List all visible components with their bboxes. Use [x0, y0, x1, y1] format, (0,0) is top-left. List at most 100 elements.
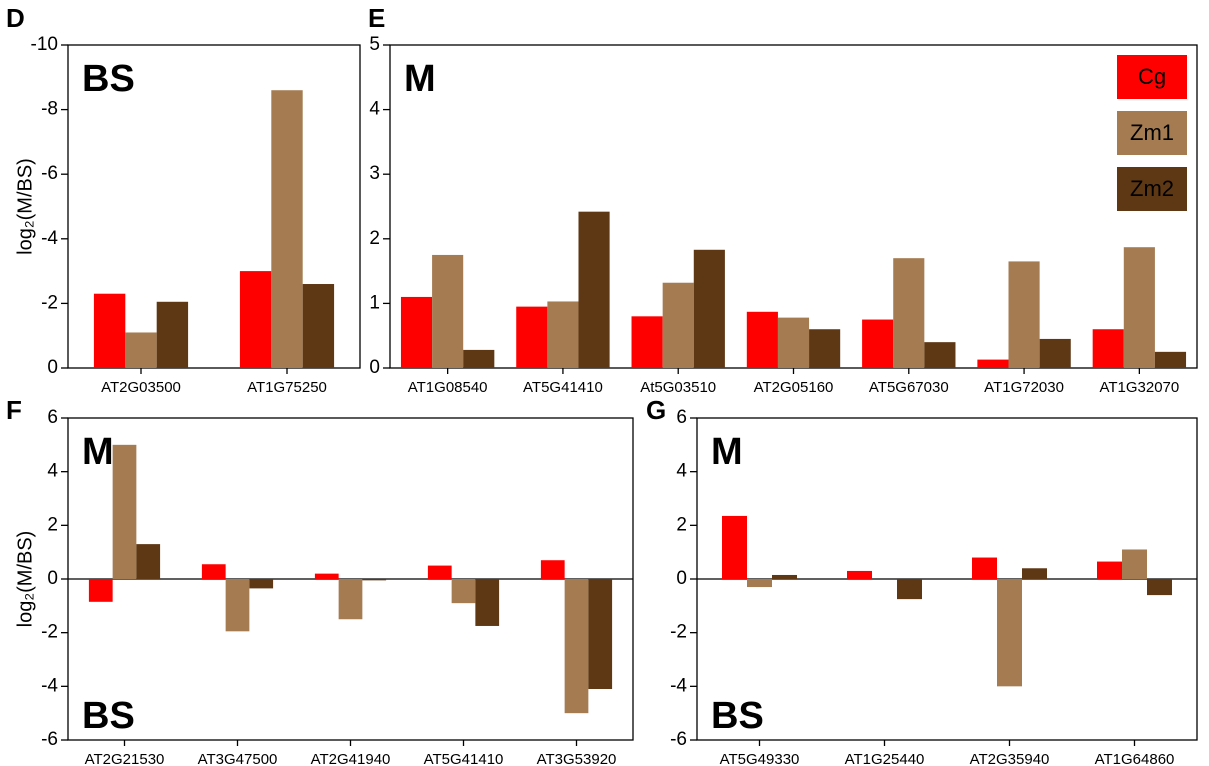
bar	[1155, 352, 1186, 368]
bar	[924, 342, 955, 368]
y-tick-label: 0	[369, 357, 380, 378]
bar	[663, 283, 694, 368]
bar	[694, 250, 725, 368]
y-tick-label: 3	[369, 163, 380, 184]
bar	[94, 294, 125, 368]
x-tick-label: AT3G53920	[537, 751, 617, 766]
y-axis-label: log₂(M/BS)	[14, 531, 36, 628]
x-tick-label: AT1G75250	[247, 379, 327, 396]
bar	[588, 579, 612, 689]
y-axis-label: log₂(M/BS)	[14, 158, 36, 255]
x-tick-label: At5G03510	[640, 379, 716, 396]
bar	[315, 574, 339, 579]
figure: Dlog₂(M/BS) 0 -2 -4 -6 -8 -10 AT2G03500 AT1G7525…	[0, 0, 1209, 766]
bar	[722, 516, 747, 579]
annotation: BS	[82, 695, 135, 737]
x-tick-label: AT1G25440	[845, 751, 925, 766]
bar	[1093, 329, 1124, 368]
bar	[862, 320, 893, 368]
x-tick-label: AT1G08540	[408, 379, 488, 396]
x-tick-label: AT2G03500	[101, 379, 181, 396]
bar	[362, 579, 386, 580]
y-tick-label: -8	[41, 99, 58, 120]
bar	[432, 255, 463, 368]
bar	[516, 307, 547, 368]
bar	[997, 579, 1022, 686]
x-tick-label: AT5G67030	[869, 379, 949, 396]
y-tick-label: -2	[670, 622, 687, 643]
bar	[1122, 549, 1147, 579]
bar	[113, 445, 137, 579]
bar	[547, 301, 578, 368]
x-tick-label: AT5G41410	[424, 751, 504, 766]
y-tick-label: -6	[41, 729, 58, 750]
panel-label: F	[6, 395, 22, 425]
bar	[303, 284, 334, 368]
x-tick-label: AT2G41940	[311, 751, 391, 766]
bar	[1124, 247, 1155, 368]
bar	[578, 212, 609, 368]
legend-label: Zm1	[1130, 120, 1174, 145]
bar	[89, 579, 113, 602]
y-tick-label: -4	[41, 228, 58, 249]
x-tick-label: AT1G32070	[1099, 379, 1179, 396]
panel-label: D	[6, 3, 25, 33]
x-tick-label: AT2G21530	[85, 751, 165, 766]
y-tick-label: -6	[41, 163, 58, 184]
y-tick-label: 0	[676, 568, 687, 589]
bar	[271, 90, 302, 368]
annotation: BS	[711, 695, 764, 737]
y-tick-label: 4	[47, 461, 58, 482]
bar	[475, 579, 499, 626]
bar	[1022, 568, 1047, 579]
annotation: BS	[82, 58, 135, 100]
bar	[249, 579, 273, 588]
bar	[772, 575, 797, 579]
y-tick-label: -6	[670, 729, 687, 750]
y-tick-label: -2	[41, 292, 58, 313]
y-tick-label: 4	[676, 461, 687, 482]
bar	[157, 302, 188, 368]
bar	[565, 579, 589, 713]
bar	[847, 571, 872, 579]
annotation: M	[82, 431, 114, 473]
y-tick-label: -4	[41, 675, 58, 696]
bar	[1009, 261, 1040, 368]
bar	[1147, 579, 1172, 595]
panel-label: G	[646, 395, 666, 425]
bar	[897, 579, 922, 599]
bar	[778, 318, 809, 368]
y-tick-label: 6	[676, 407, 687, 428]
x-tick-label: AT2G35940	[970, 751, 1050, 766]
y-tick-label: 2	[676, 514, 687, 535]
bar	[452, 579, 476, 603]
bar	[428, 566, 452, 579]
bar	[136, 544, 160, 579]
bar	[125, 332, 156, 368]
bar	[226, 579, 250, 631]
x-tick-label: AT5G41410	[523, 379, 603, 396]
bar	[1040, 339, 1071, 368]
y-tick-label: 5	[369, 34, 380, 55]
bar	[463, 350, 494, 368]
annotation: M	[404, 58, 436, 100]
x-tick-label: AT2G05160	[754, 379, 834, 396]
bar	[632, 316, 663, 368]
annotation: M	[711, 431, 743, 473]
y-tick-label: 2	[47, 514, 58, 535]
panel-label: E	[368, 3, 385, 33]
bar	[972, 558, 997, 579]
y-tick-label: -10	[31, 34, 58, 55]
bar	[747, 312, 778, 368]
bar	[1097, 562, 1122, 579]
y-tick-label: 0	[47, 357, 58, 378]
y-tick-label: 2	[369, 228, 380, 249]
bar	[893, 258, 924, 368]
y-tick-label: 6	[47, 407, 58, 428]
bar	[240, 271, 271, 368]
bar	[747, 579, 772, 587]
x-tick-label: AT1G64860	[1095, 751, 1175, 766]
x-tick-label: AT1G72030	[984, 379, 1064, 396]
bar	[202, 564, 226, 579]
legend-label: Zm2	[1130, 176, 1174, 201]
